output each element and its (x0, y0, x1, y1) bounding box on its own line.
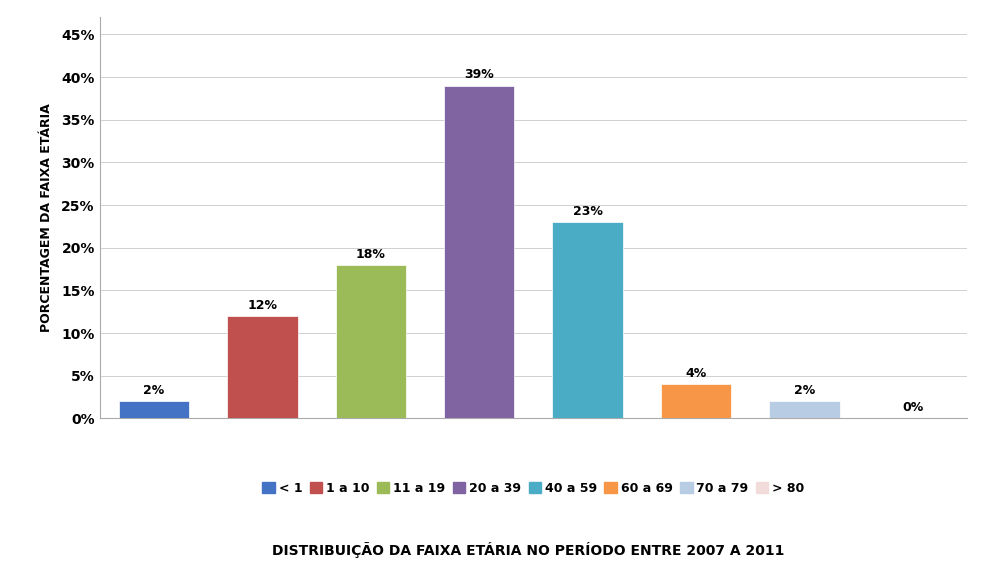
Bar (119, 401, 189, 418)
Bar (444, 85, 514, 418)
Bar (552, 222, 623, 418)
Text: 4%: 4% (685, 367, 707, 380)
Text: 23%: 23% (572, 205, 602, 218)
Bar (661, 384, 731, 418)
Text: 12%: 12% (247, 299, 277, 311)
Y-axis label: PORCENTAGEM DA FAIXA ETÁRIA: PORCENTAGEM DA FAIXA ETÁRIA (40, 103, 53, 332)
Text: DISTRIBUIÇÃO DA FAIXA ETÁRIA NO PERÍODO ENTRE 2007 A 2011: DISTRIBUIÇÃO DA FAIXA ETÁRIA NO PERÍODO … (272, 541, 785, 558)
Bar (336, 265, 406, 418)
Bar (227, 316, 297, 418)
Text: 0%: 0% (902, 401, 923, 414)
Bar (770, 401, 839, 418)
Text: 18%: 18% (356, 248, 386, 260)
Legend: < 1, 1 a 10, 11 a 19, 20 a 39, 40 a 59, 60 a 69, 70 a 79, > 80: < 1, 1 a 10, 11 a 19, 20 a 39, 40 a 59, … (257, 476, 810, 500)
Text: 2%: 2% (794, 384, 816, 397)
Text: 2%: 2% (144, 384, 165, 397)
Text: 39%: 39% (465, 69, 495, 81)
